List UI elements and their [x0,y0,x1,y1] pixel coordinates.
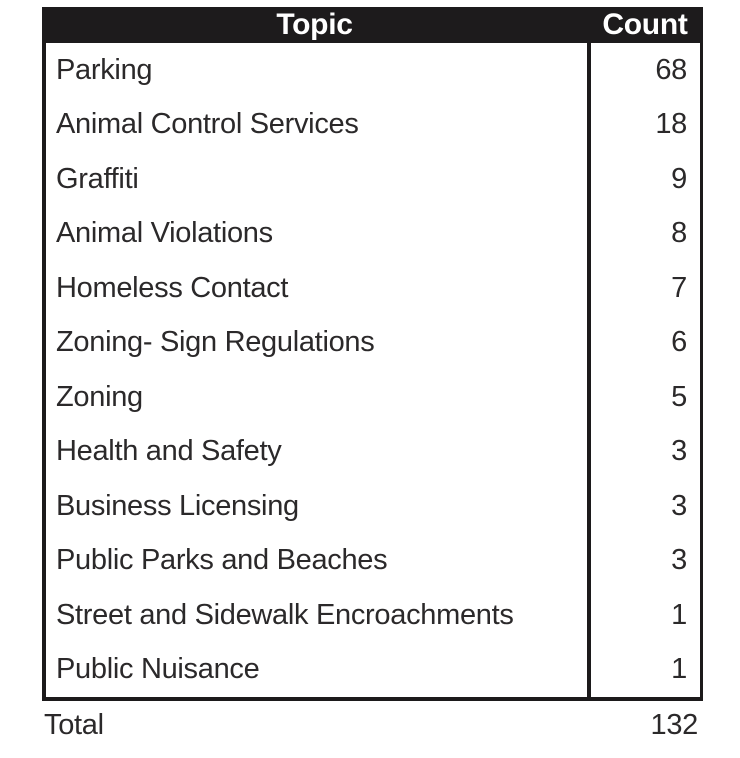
table-total-row: Total 132 [42,701,703,749]
table-row: Animal Violations 8 [46,206,700,261]
topic-count-table: Topic Count Parking 68 Animal Control Se… [42,7,703,749]
topic-cell: Parking [56,53,153,86]
table-row: Zoning- Sign Regulations 6 [46,315,700,370]
table-row: Street and Sidewalk Encroachments 1 [46,588,700,643]
topic-cell: Business Licensing [56,489,299,522]
table-row: Health and Safety 3 [46,424,700,479]
count-cell: 1 [587,642,700,697]
table-row: Parking 68 [46,43,700,98]
topic-cell: Health and Safety [56,435,282,468]
topic-cell: Graffiti [56,162,139,195]
count-cell: 68 [587,43,700,98]
table-row: Homeless Contact 7 [46,261,700,316]
count-cell: 3 [587,479,700,534]
topic-cell: Public Nuisance [56,653,260,686]
table-row: Zoning 5 [46,370,700,425]
count-cell: 1 [587,588,700,643]
total-label: Total [44,708,104,741]
table-body: Parking 68 Animal Control Services 18 Gr… [42,43,703,701]
table-row: Public Nuisance 1 [46,642,700,697]
count-cell: 3 [587,533,700,588]
table-row: Public Parks and Beaches 3 [46,533,700,588]
table-row: Graffiti 9 [46,152,700,207]
column-header-count: Count [602,8,688,41]
count-cell: 8 [587,206,700,261]
count-cell: 5 [587,370,700,425]
table-header-row: Topic Count [42,7,703,43]
topic-cell: Zoning [56,380,143,413]
total-value: 132 [650,708,699,741]
count-cell: 3 [587,424,700,479]
table-row: Business Licensing 3 [46,479,700,534]
count-cell: 7 [587,261,700,316]
table-row: Animal Control Services 18 [46,97,700,152]
topic-cell: Street and Sidewalk Encroachments [56,598,514,631]
topic-cell: Homeless Contact [56,271,289,304]
count-cell: 9 [587,152,700,207]
count-cell: 6 [587,315,700,370]
column-header-topic: Topic [276,8,353,41]
topic-cell: Animal Violations [56,217,273,250]
topic-cell: Animal Control Services [56,108,359,141]
topic-cell: Public Parks and Beaches [56,544,388,577]
topic-cell: Zoning- Sign Regulations [56,326,375,359]
count-cell: 18 [587,97,700,152]
